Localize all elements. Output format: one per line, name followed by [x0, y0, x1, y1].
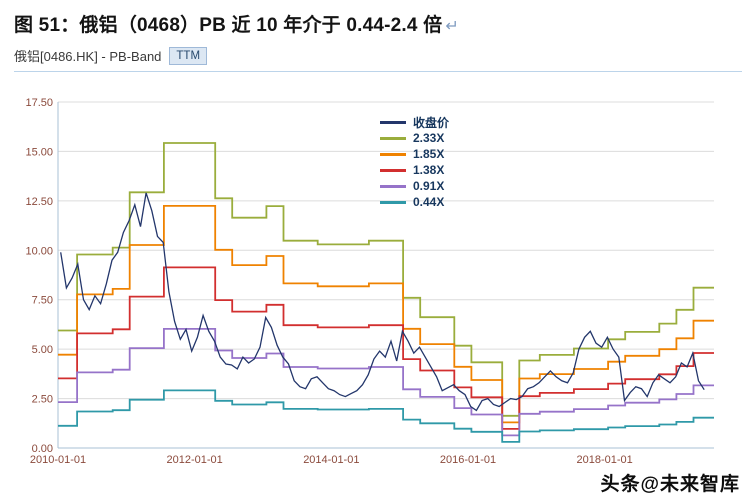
legend-item: 收盘价 — [380, 115, 450, 130]
chart-legend: 收盘价 2.33X 1.85X 1.38X 0.91X 0.44X — [380, 115, 450, 209]
pb-band-chart: 0.00 2.50 5.00 7.50 10.00 12.50 15.00 17.50 2010… — [12, 92, 724, 472]
x-axis-tick-label: 2010-01-01 — [30, 454, 86, 466]
y-axis-tick-label: 0.00 — [32, 443, 53, 455]
y-axis-tick-label: 5.00 — [32, 344, 53, 356]
figure-title: 图 51：俄铝（0468）PB 近 10 年介于 0.44-2.4 倍 — [14, 15, 443, 36]
band-line-0.91X — [58, 328, 714, 437]
legend-label: 收盘价 — [413, 115, 450, 130]
y-axis-tick-label: 2.50 — [32, 394, 53, 406]
chart-header: 俄铝[0486.HK] - PB-Band TTM — [14, 46, 742, 72]
legend-label: 2.33X — [413, 131, 445, 145]
legend-label: 1.85X — [413, 147, 445, 161]
band-line-0.44X — [58, 389, 714, 443]
y-axis-tick-label: 15.00 — [25, 146, 53, 158]
legend-swatch — [380, 120, 406, 124]
watermark: 头条@未来智库 — [600, 474, 740, 495]
band-line-1.85X — [58, 205, 714, 424]
legend-swatch — [380, 152, 406, 156]
legend-item: 2.33X — [380, 131, 449, 145]
legend-label: 1.38X — [413, 163, 445, 177]
legend-swatch — [380, 136, 406, 140]
paragraph-mark-icon: ↵ — [445, 18, 459, 35]
x-axis-tick-label: 2018-01-01 — [577, 454, 633, 466]
chart-canvas: 0.00 2.50 5.00 7.50 10.00 12.50 15.00 17.50 2010… — [25, 97, 714, 466]
legend-item: 0.91X — [380, 179, 449, 193]
legend-swatch — [380, 168, 406, 172]
legend-item: 1.38X — [380, 163, 449, 177]
y-axis-tick-label: 10.00 — [25, 245, 53, 257]
close-price-line — [60, 192, 705, 412]
legend-item: 1.85X — [380, 147, 449, 161]
legend-swatch — [380, 184, 406, 188]
ttm-badge: TTM — [169, 46, 208, 65]
legend-label: 0.91X — [413, 179, 445, 193]
legend-swatch — [380, 200, 406, 204]
legend-item: 0.44X — [380, 195, 449, 209]
x-axis-tick-label: 2014-01-01 — [303, 454, 359, 466]
chart-subtitle: 俄铝[0486.HK] - PB-Band — [14, 49, 162, 64]
y-axis-tick-label: 12.50 — [25, 196, 53, 208]
y-axis-tick-label: 17.50 — [25, 97, 53, 109]
band-line-1.38X — [58, 266, 714, 430]
legend-label: 0.44X — [413, 195, 445, 209]
figure-title-row: 图 51：俄铝（0468）PB 近 10 年介于 0.44-2.4 倍 ↵ — [0, 0, 750, 37]
x-axis-tick-label: 2016-01-01 — [440, 454, 496, 466]
band-line-2.33X — [58, 142, 714, 417]
x-axis-tick-label: 2012-01-01 — [167, 454, 223, 466]
y-axis-tick-label: 7.50 — [32, 295, 53, 307]
